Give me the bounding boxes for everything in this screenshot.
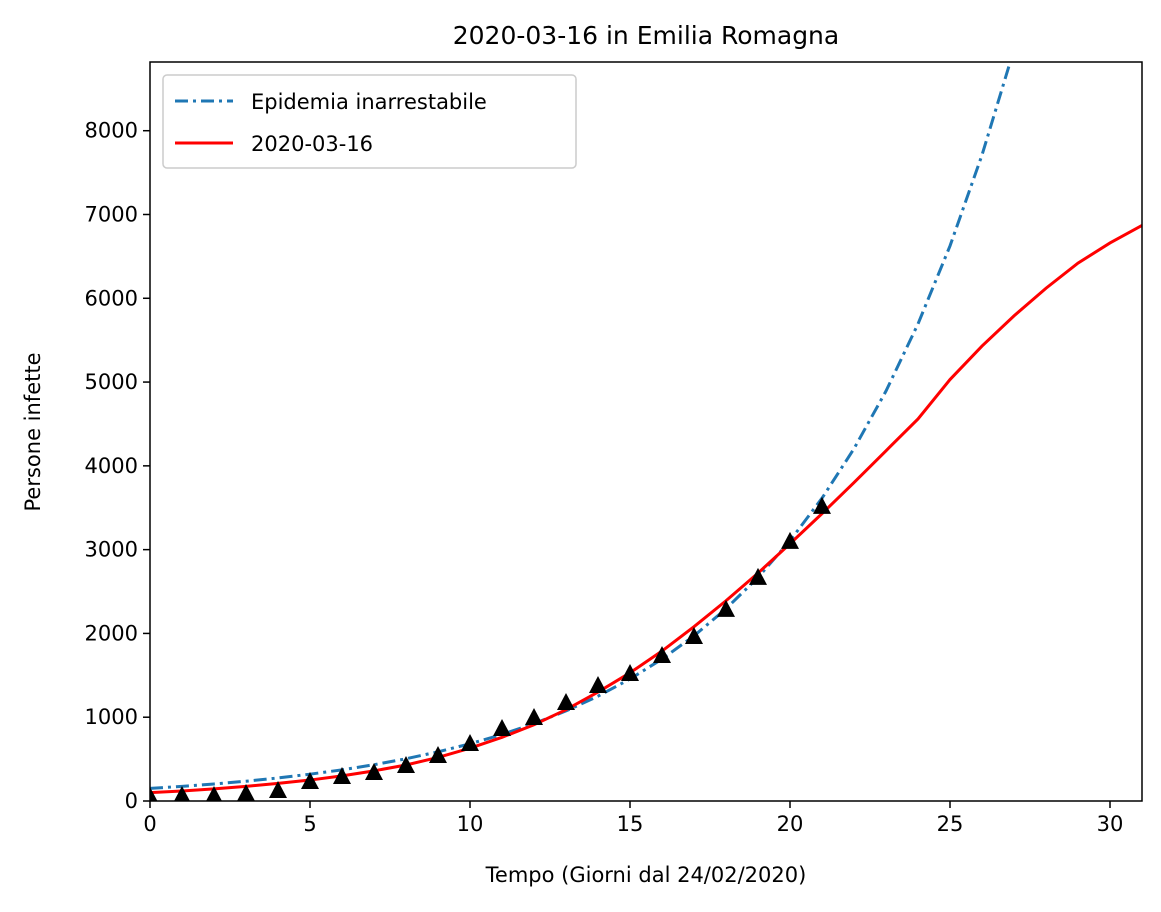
plot-frame bbox=[149, 61, 1143, 802]
data-point bbox=[461, 733, 479, 751]
data-line bbox=[150, 224, 1142, 795]
x-tick-label: 5 bbox=[303, 812, 316, 836]
data-point bbox=[269, 780, 287, 798]
data-point bbox=[174, 785, 190, 801]
x-tick-label: 15 bbox=[617, 812, 644, 836]
data-point bbox=[493, 718, 511, 736]
chart-title: 2020-03-16 in Emilia Romagna bbox=[453, 21, 839, 50]
y-tick-label: 1000 bbox=[85, 705, 138, 729]
y-tick-label: 0 bbox=[125, 789, 138, 813]
data-line bbox=[150, 62, 1012, 790]
data-point bbox=[365, 763, 383, 781]
data-point bbox=[237, 783, 255, 801]
data-point bbox=[749, 567, 767, 585]
x-tick-label: 0 bbox=[143, 812, 156, 836]
data-point bbox=[557, 692, 575, 710]
legend-label: Epidemia inarrestabile bbox=[251, 90, 487, 114]
legend-box bbox=[162, 74, 577, 169]
data-point bbox=[717, 599, 735, 617]
y-tick-label: 6000 bbox=[85, 286, 138, 310]
y-tick-label: 5000 bbox=[85, 370, 138, 394]
data-point bbox=[653, 645, 671, 663]
data-point bbox=[397, 755, 415, 773]
data-point bbox=[621, 663, 639, 681]
data-point bbox=[333, 766, 351, 784]
data-point bbox=[301, 771, 319, 789]
data-point bbox=[525, 707, 543, 725]
data-point bbox=[813, 496, 831, 514]
x-tick-label: 20 bbox=[777, 812, 804, 836]
y-tick-label: 8000 bbox=[85, 119, 138, 143]
y-tick-label: 4000 bbox=[85, 454, 138, 478]
x-tick-label: 30 bbox=[1097, 812, 1124, 836]
x-tick-label: 10 bbox=[457, 812, 484, 836]
plot-area bbox=[150, 62, 1142, 801]
y-tick-label: 3000 bbox=[85, 538, 138, 562]
data-point bbox=[781, 531, 799, 549]
y-tick-label: 7000 bbox=[85, 202, 138, 226]
data-point bbox=[685, 626, 703, 644]
x-tick-label: 25 bbox=[937, 812, 964, 836]
data-point bbox=[589, 675, 607, 693]
y-axis-label: Persone infette bbox=[21, 352, 45, 511]
data-point bbox=[206, 785, 222, 801]
data-point bbox=[429, 746, 447, 764]
y-tick-label: 2000 bbox=[85, 621, 138, 645]
legend-label: 2020-03-16 bbox=[251, 132, 373, 156]
x-axis-label: Tempo (Giorni dal 24/02/2020) bbox=[485, 863, 807, 887]
data-point bbox=[150, 786, 158, 801]
